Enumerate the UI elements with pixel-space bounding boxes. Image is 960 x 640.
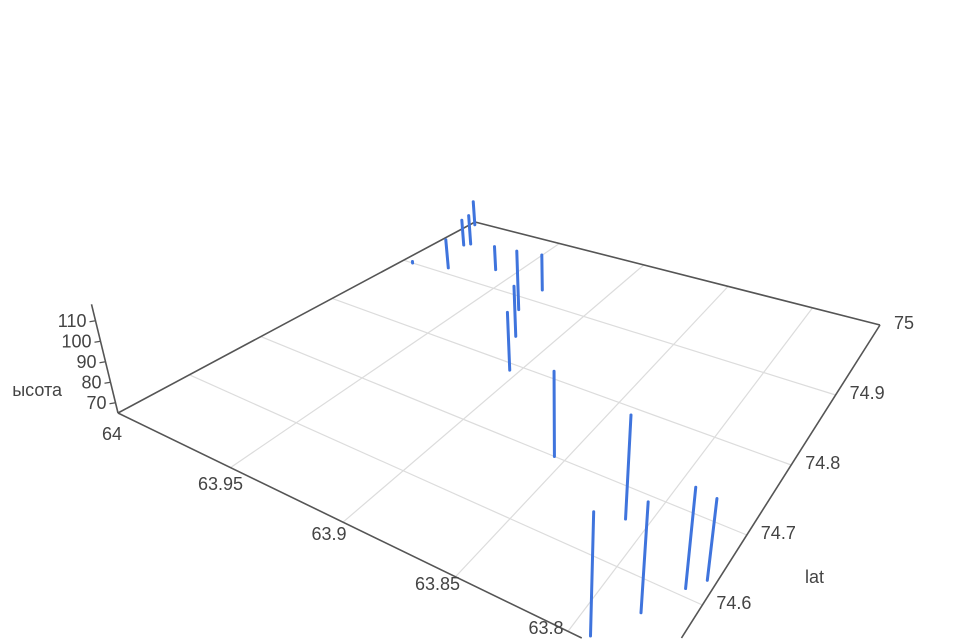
floor-grid (117, 221, 881, 632)
grid-line-lat (331, 297, 792, 466)
floor-edge-left (117, 221, 476, 414)
z-tick-label: 70 (86, 393, 106, 413)
data-segments (410, 200, 719, 638)
data-segment (515, 249, 521, 312)
data-segment (684, 485, 698, 591)
data-segment (705, 497, 719, 582)
z-tick (99, 361, 106, 364)
floor-edge-back (474, 221, 881, 326)
x-tick-label: 63.8 (528, 618, 563, 638)
x-tick-label: 63.95 (198, 474, 243, 494)
grid-line-lon (567, 307, 813, 632)
data-segment (467, 214, 473, 246)
z-axis-line (90, 304, 119, 414)
y-axis-title: lat (805, 567, 824, 587)
data-segment (460, 218, 466, 247)
data-segment (444, 238, 450, 270)
grid-line-lon (230, 242, 560, 469)
grid-line-lon (342, 264, 645, 523)
y-tick-label: 74.9 (850, 383, 885, 403)
z-tick (104, 381, 111, 384)
y-tick-label: 74.7 (761, 523, 796, 543)
grid-line-lat (260, 336, 748, 536)
z-tick-label: 110 (58, 311, 87, 331)
data-segment (512, 284, 518, 338)
z-axis-title: ысота (12, 380, 63, 400)
data-segment (505, 310, 512, 372)
x-axis-line (117, 412, 583, 639)
data-segment (589, 510, 596, 638)
tick-labels: 64 63.95 63.9 63.85 63.8 74.6 74.7 74.8 74.9 75 70… (58, 311, 914, 638)
data-segment (624, 413, 633, 521)
data-segment (639, 500, 650, 615)
z-tick-label: 80 (81, 372, 101, 392)
z-tick-label: 90 (76, 352, 96, 372)
axes (89, 221, 881, 639)
z-tick (109, 402, 116, 405)
x-tick-label: 63.85 (415, 574, 460, 594)
z-tick (94, 340, 101, 343)
z-tick-label: 100 (61, 331, 91, 351)
x-tick-label: 64 (102, 424, 122, 444)
z-tick (89, 320, 96, 323)
data-segment (471, 200, 477, 227)
data-segment (492, 245, 498, 272)
y-axis-line (680, 324, 881, 639)
grid-line-lat (403, 259, 836, 396)
y-tick-label: 74.6 (716, 593, 751, 613)
grid-line-lat (189, 374, 703, 606)
x-tick-label: 63.9 (311, 524, 346, 544)
grid-line-lon (455, 285, 729, 578)
y-tick-label: 74.8 (805, 453, 840, 473)
y-tick-label: 75 (894, 313, 914, 333)
